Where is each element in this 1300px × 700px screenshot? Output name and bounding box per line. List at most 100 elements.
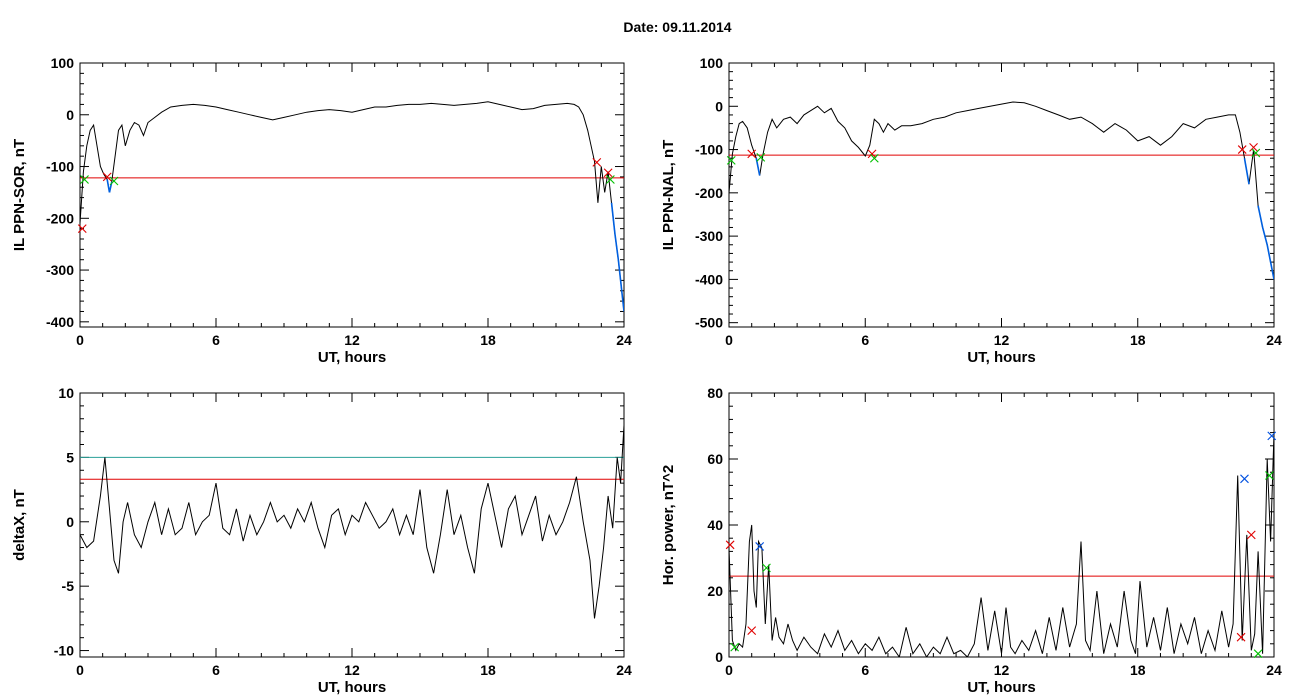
marker-stroke — [1240, 474, 1249, 484]
marker-stroke — [747, 149, 757, 159]
marker-green — [1251, 148, 1261, 158]
y-tick-label: 60 — [707, 451, 723, 467]
marker-red — [603, 168, 613, 178]
marker-green — [1253, 649, 1263, 659]
x-tick-label: 24 — [616, 662, 632, 678]
highlight-segment — [610, 202, 616, 234]
y-tick-label: -400 — [695, 271, 723, 287]
chart-panel-hor-power: 0 6 12 18 24 0 20 40 60 80 UT, hours Hor. power, nT… — [660, 385, 1282, 696]
y-axis-label: deltaX, nT — [11, 489, 28, 561]
y-tick-label: 20 — [707, 583, 723, 599]
y-axis-label: IL PPN-SOR, nT — [11, 139, 28, 251]
marker-stroke — [606, 175, 615, 184]
marker-green — [80, 175, 89, 184]
x-axis-label: UT, hours — [318, 349, 386, 366]
x-tick-label: 0 — [76, 332, 84, 348]
marker-green — [606, 175, 615, 184]
marker-green — [869, 153, 879, 163]
marker-green — [762, 563, 771, 573]
y-tick-label: -200 — [46, 210, 74, 226]
marker-red — [102, 172, 112, 182]
marker-stroke — [1251, 148, 1261, 158]
marker-green — [109, 176, 119, 186]
y-tick-label: -100 — [46, 159, 74, 175]
marker-red — [1246, 530, 1256, 540]
x-tick-label: 12 — [344, 332, 360, 348]
y-tick-label: 100 — [51, 55, 75, 71]
marker-red — [725, 540, 735, 550]
y-tick-label: 5 — [66, 449, 74, 465]
marker-blue — [1267, 431, 1277, 441]
y-tick-label: 40 — [707, 517, 723, 533]
marker-green — [756, 152, 766, 162]
highlight-segment — [617, 259, 623, 291]
data-series-line — [729, 432, 1274, 657]
highlight-segment — [1266, 244, 1272, 263]
marker-blue — [1240, 474, 1249, 484]
marker-blue — [755, 542, 765, 551]
x-tick-label: 18 — [480, 332, 496, 348]
highlight-segment — [1243, 158, 1250, 185]
y-tick-label: -200 — [695, 185, 723, 201]
highlight-segment — [614, 233, 620, 260]
data-series-line — [80, 425, 624, 619]
x-tick-label: 0 — [725, 662, 733, 678]
marker-stroke — [730, 642, 740, 652]
y-tick-label: -300 — [46, 262, 74, 278]
marker-green — [1265, 471, 1274, 480]
plot-frame — [79, 392, 625, 658]
x-tick-label: 18 — [480, 662, 496, 678]
x-tick-label: 24 — [1266, 662, 1282, 678]
marker-stroke — [726, 155, 736, 165]
y-tick-label: -400 — [46, 314, 74, 330]
x-tick-label: 6 — [212, 662, 220, 678]
x-tick-label: 6 — [212, 332, 220, 348]
x-tick-label: 12 — [994, 332, 1010, 348]
x-tick-label: 24 — [1266, 332, 1282, 348]
x-tick-label: 0 — [76, 662, 84, 678]
y-tick-label: 0 — [66, 107, 74, 123]
marker-stroke — [867, 149, 877, 159]
highlight-segment — [1257, 205, 1264, 228]
marker-stroke — [1249, 143, 1258, 152]
y-tick-label: 100 — [700, 55, 724, 71]
marker-stroke — [762, 563, 771, 573]
marker-red — [747, 149, 757, 159]
y-tick-label: -500 — [695, 315, 723, 331]
marker-stroke — [756, 152, 766, 162]
y-tick-label: 0 — [715, 649, 723, 665]
marker-stroke — [1267, 431, 1277, 441]
highlight-segment — [106, 179, 111, 193]
plot-frame — [79, 62, 625, 328]
y-tick-label: -5 — [62, 578, 75, 594]
marker-red — [747, 626, 757, 635]
y-tick-label: 10 — [58, 385, 74, 401]
x-tick-label: 6 — [861, 332, 869, 348]
chart-panel-il-ppn-nal: 0 6 12 18 24 -500 -400 -300 -200 -100 0 100 UT, hour… — [660, 55, 1282, 366]
marker-stroke — [102, 172, 112, 182]
y-tick-label: -10 — [54, 643, 74, 659]
x-tick-label: 12 — [344, 662, 360, 678]
plot-frame — [728, 62, 1275, 328]
marker-green — [726, 155, 736, 165]
marker-stroke — [725, 540, 735, 550]
y-tick-label: -300 — [695, 228, 723, 244]
y-axis-label: IL PPN-NAL, nT — [660, 140, 677, 251]
marker-stroke — [1246, 530, 1256, 540]
marker-stroke — [1253, 649, 1263, 659]
x-tick-label: 18 — [1130, 662, 1146, 678]
y-tick-label: 80 — [707, 385, 723, 401]
chart-panel-il-ppn-sor: 0 6 12 18 24 -400 -300 -200 -100 0 100 UT, hours IL … — [11, 55, 632, 366]
marker-red — [592, 157, 602, 167]
marker-green — [730, 642, 740, 652]
marker-red — [1237, 145, 1247, 154]
marker-red — [867, 149, 877, 159]
x-tick-label: 24 — [616, 332, 632, 348]
chart-panel-deltax: 0 6 12 18 24 -10 -5 0 5 10 UT, hours deltaX, nT — [11, 385, 632, 696]
data-series-line — [80, 101, 624, 312]
x-axis-label: UT, hours — [967, 349, 1035, 366]
x-axis-label: UT, hours — [318, 679, 386, 696]
highlight-segment — [1261, 227, 1268, 245]
marker-stroke — [1265, 471, 1274, 480]
